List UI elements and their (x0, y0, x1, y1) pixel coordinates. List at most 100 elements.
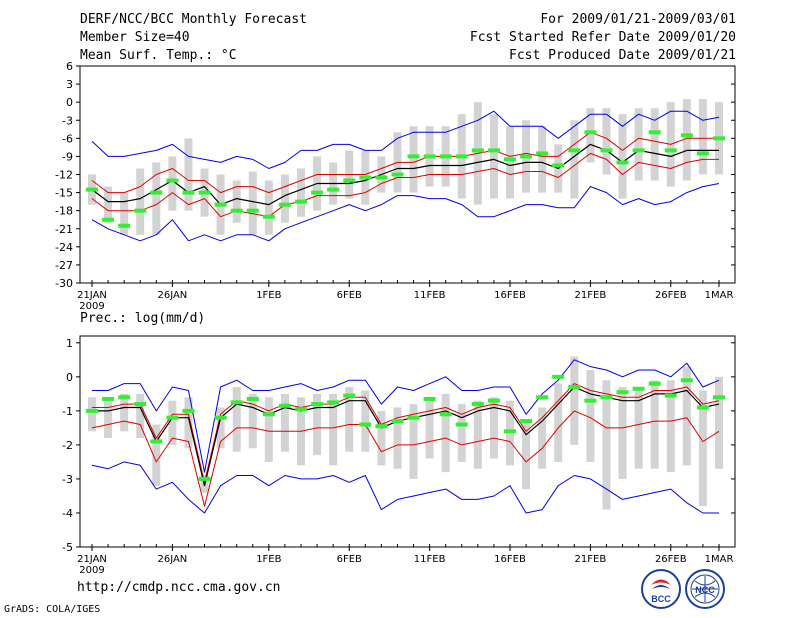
variable-label: Mean Surf. Temp.: °C (80, 48, 237, 63)
prec-xtick-label: 1MAR (705, 554, 734, 565)
prec-spread-box (313, 393, 322, 456)
prec-median-marker (423, 396, 436, 401)
temp-median-marker (504, 157, 516, 162)
prec-ytick-label: -1 (62, 405, 73, 418)
prec-min-line (91, 461, 719, 514)
temp-spread-box (538, 126, 547, 193)
temp-spread-box (634, 108, 643, 181)
temp-spread-box (120, 192, 129, 235)
temp-spread-box (489, 114, 498, 199)
prec-spread-box (698, 390, 707, 507)
prec-xtick-label: 6FEB (337, 554, 362, 565)
prec-median-marker (487, 398, 500, 403)
prec-ytick-label: 0 (66, 371, 73, 384)
prec-spread-box (136, 393, 145, 439)
prec-median-marker (648, 381, 661, 386)
prec-median-marker (359, 422, 372, 427)
temp-ytick-label: 3 (66, 78, 73, 91)
prec-spread-box (120, 393, 129, 432)
prec-mean-line (92, 386, 720, 487)
temp-median-marker (536, 151, 549, 156)
prec-median-marker (680, 378, 693, 383)
temp-spread-box (586, 108, 595, 163)
prec-median-marker (600, 395, 613, 400)
temp-median-marker (246, 208, 259, 213)
prec-spread-box (634, 387, 643, 469)
prec-lower-quartile-line (91, 410, 720, 507)
temp-upper-quartile-line (91, 131, 719, 194)
prec-spread-box (618, 387, 627, 479)
prec-ytick-label: -5 (62, 541, 73, 554)
prec-xtick-label: 11FEB (414, 554, 446, 565)
prec-median-marker (198, 476, 211, 481)
prec-spread-box (232, 387, 241, 452)
ncc-logo: NCC (685, 569, 725, 609)
prec-spread-box (457, 404, 466, 462)
temp-ytick-label: -12 (55, 169, 73, 182)
prec-panel-title: Prec.: log(mm/d) (80, 311, 205, 326)
temp-median-marker (150, 190, 163, 195)
prec-spread-box (329, 393, 338, 466)
temp-median-marker (375, 175, 388, 180)
prec-spread-box (650, 380, 659, 469)
temp-median-marker (166, 178, 179, 183)
prec-spread-box (168, 400, 177, 445)
prec-median-marker (118, 395, 131, 400)
prec-median-marker (439, 412, 452, 417)
member-size: Member Size=40 (80, 30, 190, 45)
prec-median-marker (166, 415, 179, 420)
prec-spread-box (570, 356, 579, 445)
prec-median-marker (343, 393, 356, 398)
temp-median-marker (713, 136, 725, 141)
temp-ytick-label: -9 (62, 150, 73, 163)
temp-median-marker (278, 202, 291, 207)
temp-xtick-label: 21FEB (575, 290, 607, 301)
prec-median-marker (584, 398, 597, 403)
prec-xtick-label: 21FEB (575, 554, 607, 565)
prec-plot-frame (79, 335, 736, 548)
prec-median-marker (295, 407, 307, 412)
temp-median-marker (439, 154, 452, 159)
temp-spread-box (152, 162, 161, 235)
prec-median-marker (150, 439, 163, 444)
website-url[interactable]: http://cmdp.ncc.cma.gov.cn (77, 580, 281, 595)
temp-median-marker (311, 190, 324, 195)
prec-median-marker (278, 403, 291, 408)
prec-median-marker (568, 385, 581, 390)
temp-median-marker (230, 208, 243, 213)
temp-xtick-label: 6FEB (337, 290, 362, 301)
prec-median-marker (536, 395, 549, 400)
prec-median-marker (86, 408, 98, 413)
temp-median-marker (118, 223, 131, 228)
prec-spread-box (393, 407, 402, 469)
bcc-logo-text: BCC (651, 594, 671, 604)
temp-spread-box (168, 156, 177, 211)
temp-median-marker (262, 214, 275, 219)
temp-median-marker (423, 154, 436, 159)
prec-spread-box (489, 397, 498, 459)
temp-spread-box (104, 186, 113, 223)
prec-spread-box (425, 397, 434, 459)
temp-median-marker (487, 148, 500, 153)
temp-xtick-label: 1FEB (256, 290, 281, 301)
prec-median-marker (262, 412, 275, 417)
prec-spread-box (441, 393, 450, 473)
precipitation-panel: 1 0 -1 -2 -3 -4 -5 21JAN 26JAN 1FEB 6FEB 11FEB 16FEB… (62, 311, 736, 576)
prec-median-marker (455, 422, 468, 427)
temp-spread-box (698, 99, 707, 175)
prec-spread-box (104, 397, 113, 439)
temp-median-marker (616, 160, 629, 165)
temp-ytick-label: 0 (66, 96, 73, 109)
prec-spread-box (361, 390, 370, 452)
temp-xtick-label: 11FEB (414, 290, 446, 301)
prec-xtick-label: 26FEB (655, 554, 687, 565)
temp-median-marker (343, 178, 356, 183)
temp-xtick-label: 21JAN (77, 290, 107, 301)
temp-xtick-label: 16FEB (494, 290, 526, 301)
temp-spread-box (506, 126, 514, 199)
prec-spread-box (602, 380, 611, 510)
prec-median-marker (230, 400, 243, 405)
prec-median-marker (246, 396, 259, 401)
temp-spread-box (602, 108, 611, 175)
prec-spread-box (682, 366, 691, 466)
